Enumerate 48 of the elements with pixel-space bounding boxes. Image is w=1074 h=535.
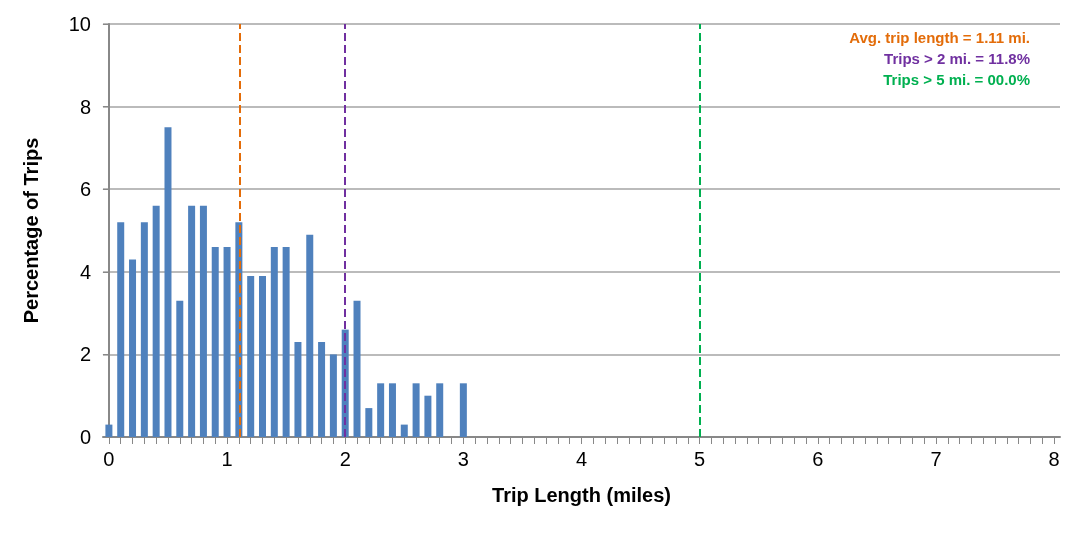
x-tick-label: 4 — [575, 448, 588, 470]
y-tick-label: 8 — [79, 95, 91, 118]
bar — [306, 234, 314, 437]
bar — [400, 424, 408, 437]
ref-line-label: Trips > 2 mi. = 11.8% — [884, 50, 1030, 67]
x-tick-label: 2 — [339, 448, 351, 470]
x-tick-label: 8 — [1048, 448, 1060, 470]
y-tick-label: 2 — [79, 343, 91, 366]
bar — [211, 247, 219, 437]
y-tick-label: 4 — [79, 260, 91, 283]
x-tick-label: 7 — [930, 448, 942, 470]
bar — [223, 247, 231, 437]
bar — [247, 275, 255, 437]
y-tick-label: 6 — [79, 178, 91, 201]
bar — [436, 383, 444, 437]
bar — [365, 408, 373, 437]
x-tick-label: 6 — [812, 448, 824, 470]
x-tick-label: 3 — [457, 448, 469, 470]
bar — [164, 127, 172, 437]
y-tick-label: 0 — [79, 426, 91, 448]
y-axis-title: Percentage of Trips — [20, 137, 42, 324]
bar — [105, 424, 113, 437]
bar — [377, 383, 385, 437]
bar — [117, 222, 125, 437]
bar — [152, 205, 160, 437]
bar — [412, 383, 420, 437]
bar — [424, 395, 432, 437]
bar — [353, 300, 361, 437]
bar — [188, 205, 196, 437]
x-tick-label: 5 — [694, 448, 706, 470]
x-axis-title: Trip Length (miles) — [492, 484, 671, 506]
bar — [282, 247, 290, 437]
bar — [129, 259, 137, 437]
bar — [270, 247, 278, 437]
bar — [140, 222, 148, 437]
bar — [388, 383, 396, 437]
x-tick-label: 0 — [103, 448, 115, 470]
ref-line-label: Trips > 5 mi. = 00.0% — [883, 71, 1030, 88]
bar — [199, 205, 207, 437]
ref-line-label: Avg. trip length = 1.11 mi. — [849, 29, 1030, 46]
bar — [459, 383, 467, 437]
bar — [318, 342, 326, 437]
x-tick-label: 1 — [221, 448, 233, 470]
bar — [294, 342, 302, 437]
y-tick-label: 10 — [68, 13, 91, 35]
bar — [329, 354, 337, 437]
bar — [259, 275, 266, 437]
bar — [176, 300, 184, 437]
